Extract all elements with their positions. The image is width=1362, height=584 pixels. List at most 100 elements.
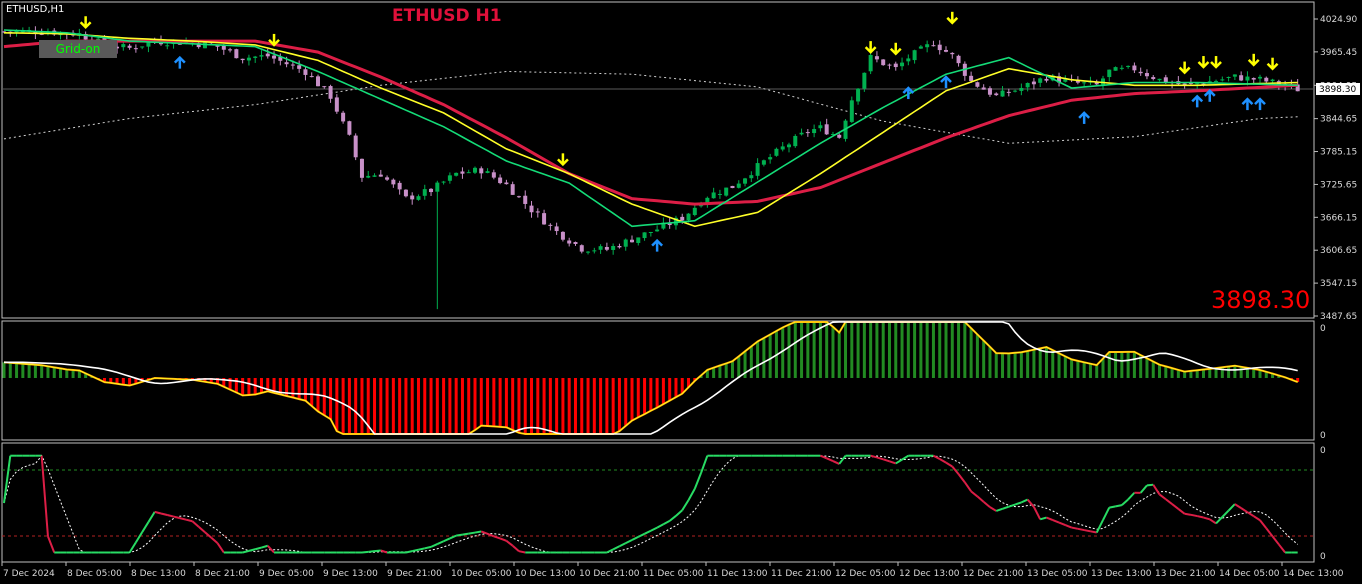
candle <box>1214 79 1219 82</box>
oscillator-2-segment <box>1115 504 1123 508</box>
arrow-up-icon <box>1191 94 1204 108</box>
arrow-down-icon <box>79 16 92 30</box>
candle <box>196 41 201 49</box>
oscillator-2-segment <box>1077 527 1085 532</box>
candle-body <box>278 56 283 61</box>
oscillator-2-segment <box>1209 518 1217 525</box>
histogram-bar <box>379 378 383 434</box>
candle-body <box>485 171 490 173</box>
candle <box>805 129 810 137</box>
oscillator-2-segment <box>405 550 413 554</box>
arrow-down-icon <box>557 153 569 167</box>
candle-body <box>906 58 911 62</box>
histogram-bar <box>856 322 860 378</box>
candle-body <box>165 45 170 47</box>
oscillator-2-segment <box>474 530 482 534</box>
candle <box>1188 77 1193 85</box>
oscillator-panel-1[interactable] <box>1 320 1315 441</box>
histogram-bar <box>994 353 998 378</box>
candle <box>987 86 992 97</box>
histogram-bar <box>59 368 63 378</box>
candle-body <box>874 56 879 60</box>
candle-body <box>1094 82 1099 85</box>
candle-body <box>749 175 754 179</box>
candle <box>309 72 314 78</box>
histogram-bar <box>460 378 464 434</box>
oscillator-2-segment <box>951 465 960 475</box>
candle-body <box>1270 79 1275 82</box>
candle <box>931 40 936 47</box>
current-price-tag <box>1316 82 1360 95</box>
time-tick-label: 12 Dec 21:00 <box>963 569 1024 579</box>
histogram-bar <box>944 322 948 378</box>
candle-body <box>504 182 509 185</box>
candle <box>912 49 917 64</box>
candle <box>749 171 754 183</box>
oscillator-panel-2[interactable] <box>1 442 1315 563</box>
arrow-up-icon <box>1254 97 1266 111</box>
oscillator-2-segment <box>901 454 909 461</box>
candle-body <box>297 65 302 69</box>
arrow-down-head <box>1247 58 1260 67</box>
histogram-bar <box>1264 371 1268 378</box>
arrow-up-head <box>902 86 915 94</box>
candle <box>510 181 515 195</box>
histogram-bar <box>241 378 245 396</box>
candle-body <box>837 134 842 138</box>
candle <box>981 84 986 90</box>
arrow-up-icon <box>940 75 952 88</box>
histogram-bar <box>975 334 979 378</box>
candle <box>441 180 446 185</box>
candle-body <box>944 49 948 52</box>
candle-body <box>975 82 980 87</box>
histogram-bar <box>278 378 282 395</box>
candle-body <box>956 55 961 64</box>
time-tick-label: 14 Dec 13:00 <box>1283 569 1344 579</box>
candle-body <box>1063 79 1068 82</box>
histogram-bar <box>925 322 929 378</box>
candle-body <box>925 44 930 48</box>
candle-body <box>1239 75 1244 81</box>
arrow-down-head <box>1178 66 1191 75</box>
oscillator-2-tick-label: 0 <box>1320 552 1326 562</box>
price-tick-label: 3725.65 <box>1320 180 1357 190</box>
oscillator-2-segment <box>147 511 156 523</box>
candle-body <box>586 251 591 253</box>
candle <box>950 52 955 59</box>
arrow-down-icon <box>889 42 902 56</box>
oscillator-2-segment <box>198 525 206 533</box>
arrow-up-head <box>1191 94 1204 103</box>
grid-on-button[interactable]: Grid-on <box>39 40 117 58</box>
oscillator-2-segment <box>210 536 219 544</box>
candle-body <box>705 197 710 204</box>
histogram-bar <box>624 378 628 426</box>
histogram-bar <box>454 378 458 434</box>
oscillator-2-segment <box>957 473 966 483</box>
oscillator-2-segment <box>267 545 275 554</box>
candle-body <box>284 62 289 65</box>
ma-red-line <box>3 39 1298 206</box>
candle-body <box>341 112 346 122</box>
histogram-bar <box>906 322 910 378</box>
candle-body <box>768 157 773 160</box>
price-panel[interactable] <box>1 1 1315 319</box>
histogram-bar <box>850 322 854 378</box>
histogram-bar <box>77 370 81 378</box>
oscillator-2-segment <box>656 523 664 529</box>
candle <box>491 169 496 180</box>
candle-body <box>202 42 207 49</box>
histogram-bar <box>404 378 408 434</box>
oscillator-2-segment <box>505 540 514 547</box>
oscillator-2-segment <box>191 520 200 528</box>
histogram-bar <box>33 364 37 378</box>
candle <box>1151 75 1156 81</box>
candle <box>655 225 660 232</box>
candle <box>774 147 779 157</box>
oscillator-2-segment <box>3 455 12 504</box>
histogram-bar <box>1220 367 1224 378</box>
histogram-bar <box>950 322 954 378</box>
histogram-bar <box>1271 373 1275 378</box>
candle <box>2 30 6 34</box>
oscillator-2-segment <box>204 531 212 539</box>
